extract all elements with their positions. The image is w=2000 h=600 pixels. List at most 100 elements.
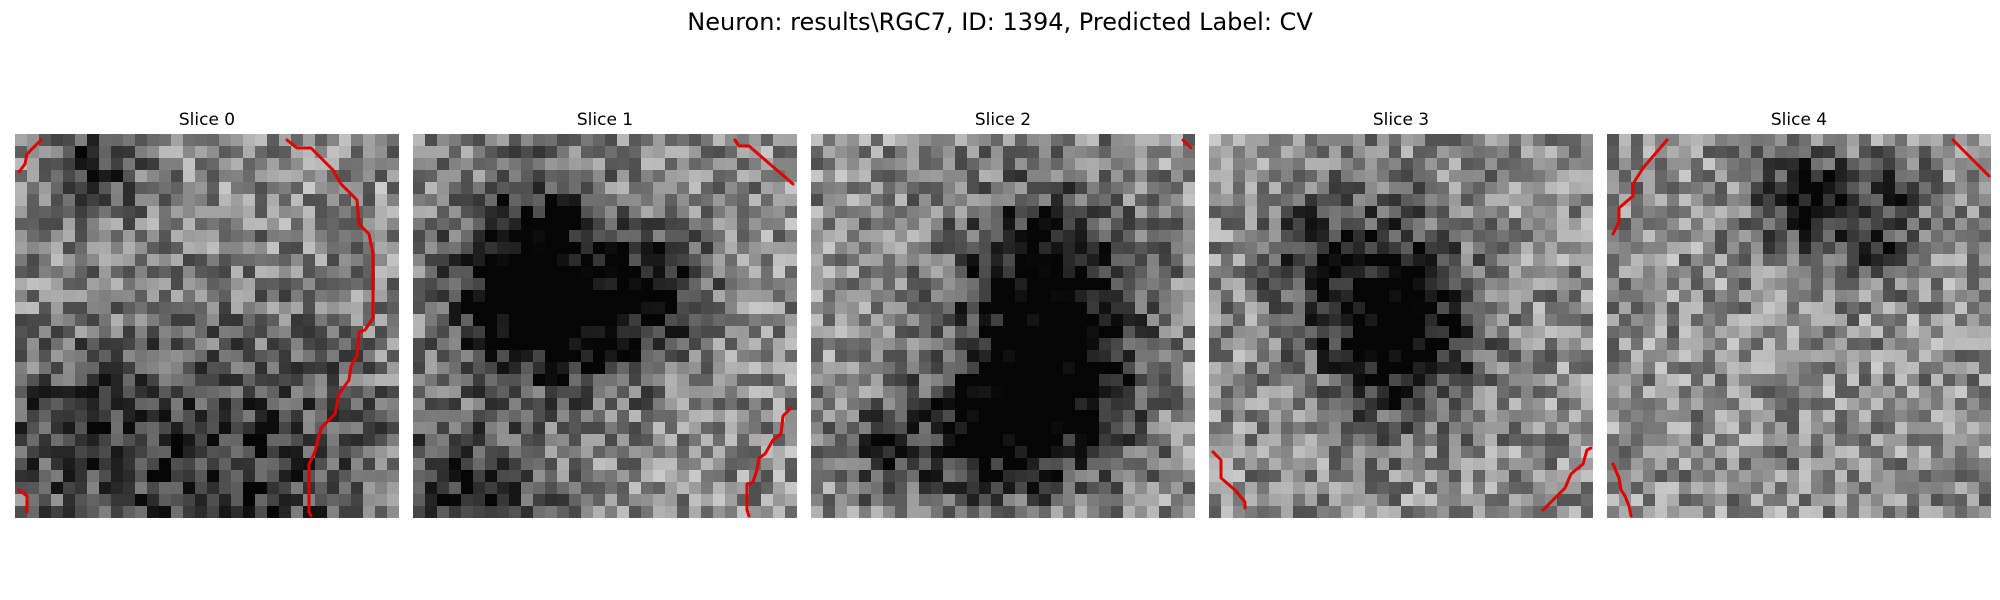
pixel (111, 290, 123, 302)
pixel (1823, 350, 1835, 362)
pixel (1727, 278, 1739, 290)
pixel (1751, 386, 1763, 398)
pixel (1655, 362, 1667, 374)
pixel (1533, 482, 1545, 494)
pixel (713, 410, 725, 422)
pixel (1099, 206, 1111, 218)
pixel (629, 314, 641, 326)
pixel (1715, 230, 1727, 242)
pixel (51, 482, 63, 494)
pixel (749, 206, 761, 218)
pixel (665, 398, 677, 410)
pixel (1607, 182, 1619, 194)
pixel (425, 422, 437, 434)
pixel (1799, 218, 1811, 230)
pixel (1221, 506, 1233, 518)
pixel (1871, 206, 1883, 218)
pixel (569, 458, 581, 470)
pixel (339, 302, 351, 314)
pixel (231, 422, 243, 434)
pixel (581, 134, 593, 146)
pixel (713, 266, 725, 278)
pixel (39, 434, 51, 446)
pixel (123, 242, 135, 254)
pixel (99, 290, 111, 302)
pixel (171, 446, 183, 458)
pixel (677, 446, 689, 458)
pixel (15, 398, 27, 410)
pixel (1521, 374, 1533, 386)
pixel (183, 362, 195, 374)
pixel (1111, 194, 1123, 206)
pixel (919, 290, 931, 302)
pixel (569, 266, 581, 278)
pixel (1063, 398, 1075, 410)
pixel (63, 242, 75, 254)
pixel (1111, 134, 1123, 146)
pixel (1305, 494, 1317, 506)
pixel (689, 410, 701, 422)
pixel (979, 158, 991, 170)
pixel (1907, 194, 1919, 206)
pixel (99, 206, 111, 218)
pixel (653, 194, 665, 206)
pixel (1449, 290, 1461, 302)
pixel (1581, 158, 1593, 170)
pixel (1619, 290, 1631, 302)
pixel (255, 410, 267, 422)
pixel (195, 350, 207, 362)
pixel (339, 506, 351, 518)
pixel (1967, 338, 1979, 350)
pixel (1955, 350, 1967, 362)
pixel (677, 302, 689, 314)
pixel (1075, 362, 1087, 374)
pixel (907, 338, 919, 350)
pixel (725, 182, 737, 194)
pixel (725, 254, 737, 266)
pixel (1967, 434, 1979, 446)
pixel (581, 170, 593, 182)
pixel (1787, 422, 1799, 434)
pixel (883, 434, 895, 446)
pixel (27, 470, 39, 482)
pixel (1485, 494, 1497, 506)
pixel (1715, 170, 1727, 182)
pixel (303, 194, 315, 206)
pixel (1509, 470, 1521, 482)
pixel (147, 242, 159, 254)
pixel (387, 470, 399, 482)
pixel (931, 194, 943, 206)
pixel (1413, 206, 1425, 218)
pixel (1401, 194, 1413, 206)
pixel (605, 506, 617, 518)
pixel (859, 242, 871, 254)
pixel (449, 386, 461, 398)
pixel (1099, 386, 1111, 398)
pixel (363, 182, 375, 194)
pixel (1787, 314, 1799, 326)
pixel (569, 350, 581, 362)
pixel (835, 146, 847, 158)
pixel (1365, 434, 1377, 446)
pixel (557, 386, 569, 398)
pixel (339, 254, 351, 266)
pixel (737, 458, 749, 470)
pixel (413, 338, 425, 350)
pixel (1835, 362, 1847, 374)
pixel (99, 374, 111, 386)
pixel (785, 338, 797, 350)
pixel (1353, 422, 1365, 434)
pixel (1425, 242, 1437, 254)
pixel (75, 422, 87, 434)
pixel (75, 398, 87, 410)
pixel (351, 434, 363, 446)
pixel (315, 458, 327, 470)
pixel (1209, 422, 1221, 434)
pixel (171, 434, 183, 446)
pixel (437, 266, 449, 278)
pixel (243, 266, 255, 278)
pixel (991, 386, 1003, 398)
pixel (1111, 494, 1123, 506)
pixel (279, 230, 291, 242)
pixel (303, 230, 315, 242)
